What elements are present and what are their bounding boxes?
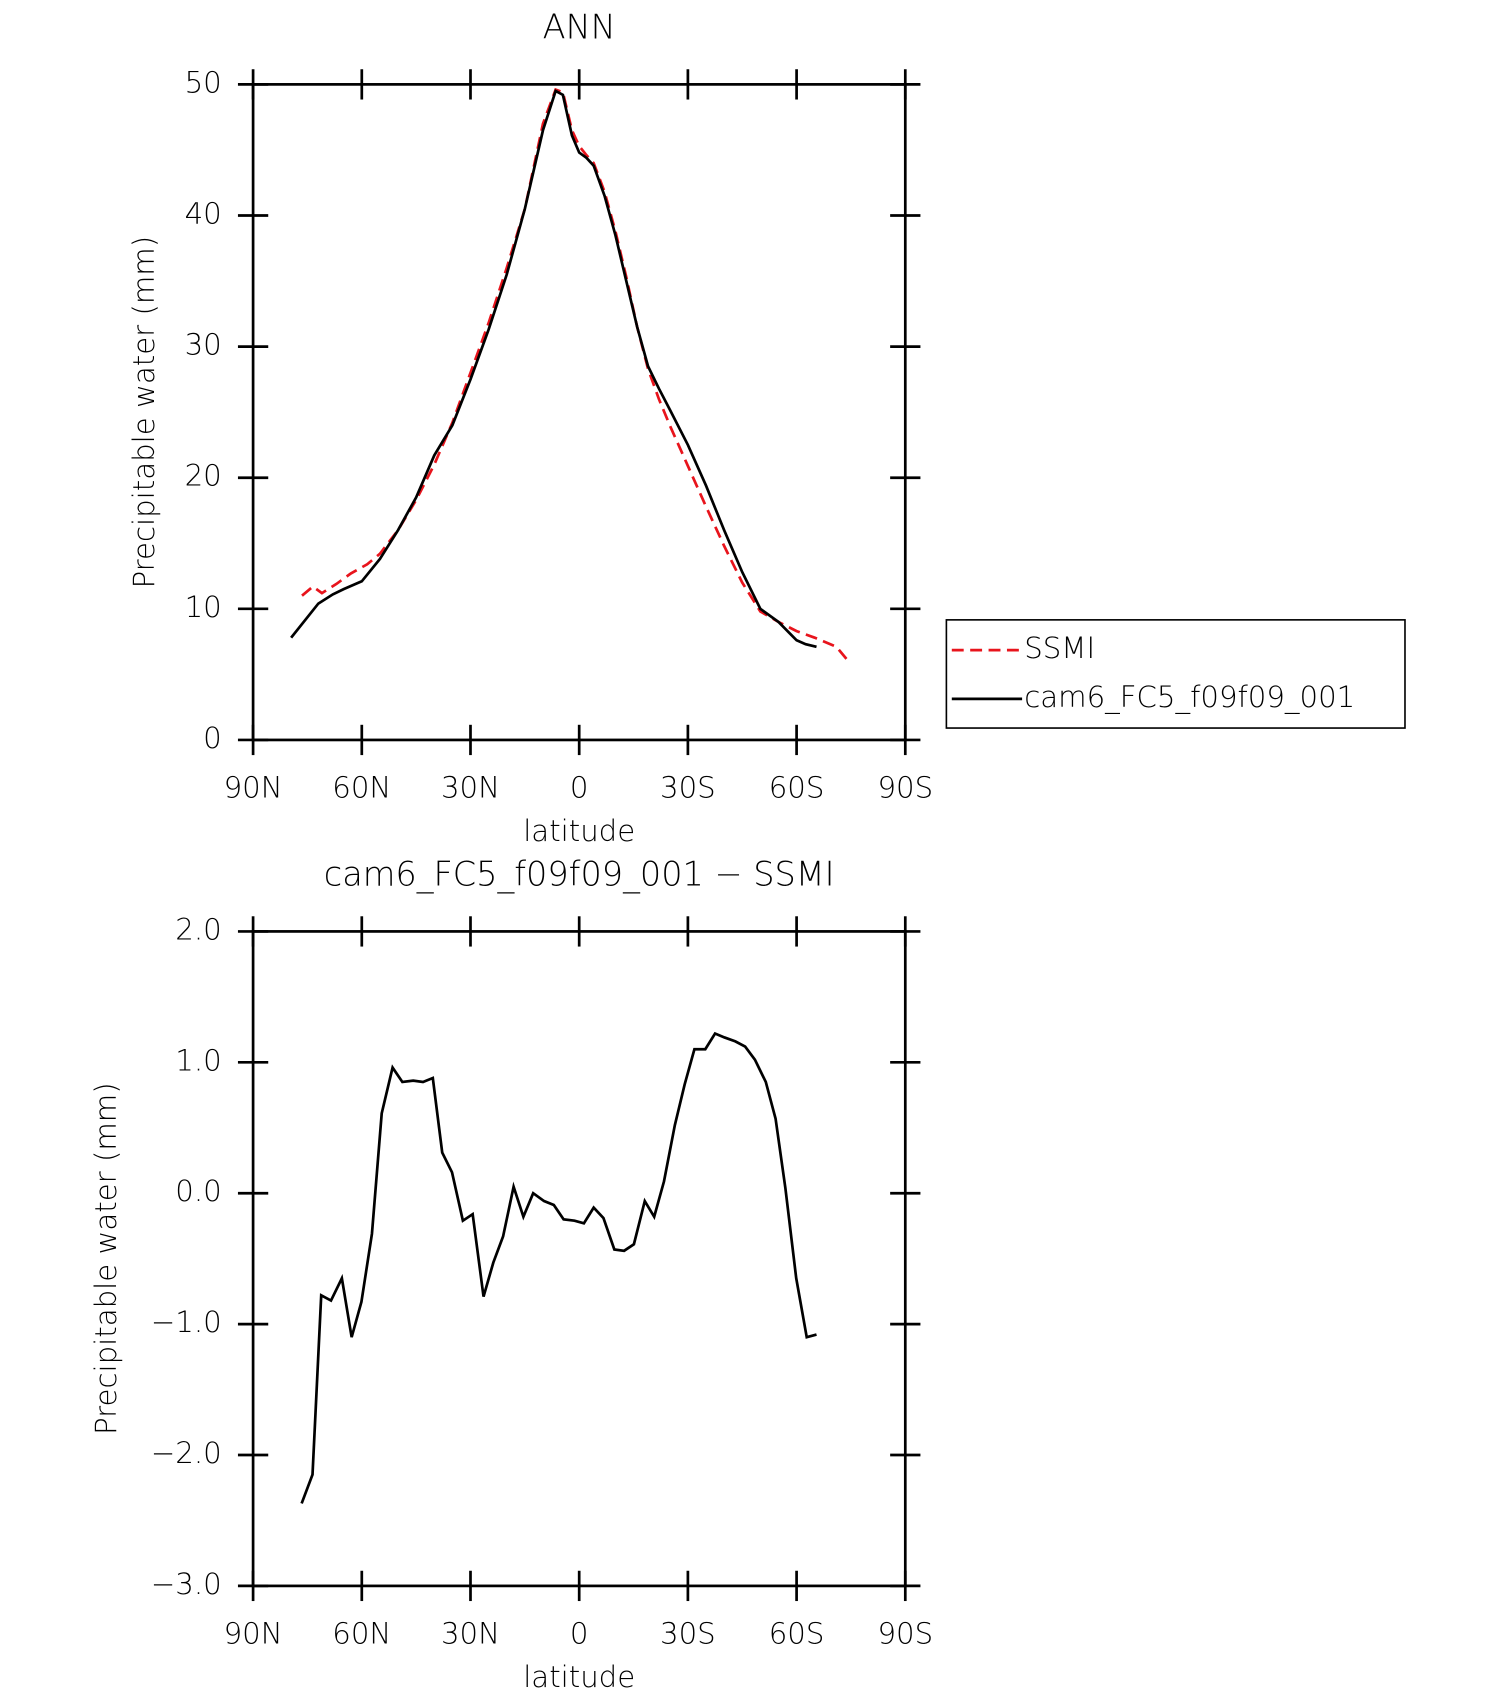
x-tick-label: 90S [877, 771, 933, 805]
x-tick-label: 90N [224, 1617, 283, 1651]
x-tick-label: 60S [769, 1617, 825, 1651]
x-tick-label: 90N [224, 771, 283, 805]
legend-box [945, 619, 1406, 729]
x-tick-label: 0 [570, 1617, 589, 1651]
x-tick-label: 0 [570, 771, 589, 805]
plot-frame [251, 930, 907, 1588]
chart-title: cam6_FC5_f09f09_001 − SSMI [324, 855, 835, 895]
y-tick-label: −1.0 [151, 1305, 222, 1339]
y-axis-label: Precipitable water (mm) [127, 236, 161, 589]
y-tick-label: 2.0 [175, 912, 221, 946]
y-tick-label: 10 [185, 590, 222, 624]
y-tick-label: 50 [185, 65, 222, 99]
chart-title: ANN [543, 8, 616, 47]
x-tick-label: 60N [332, 1617, 391, 1651]
legend-label: SSMI [1024, 631, 1095, 665]
x-tick-label: 30N [441, 1617, 500, 1651]
x-axis-label: latitude [523, 814, 635, 848]
x-tick-label: 30S [660, 1617, 716, 1651]
x-tick-label: 30S [660, 771, 716, 805]
data-line [290, 88, 817, 649]
x-tick-label: 90S [877, 1617, 933, 1651]
x-tick-label: 60N [332, 771, 391, 805]
y-tick-label: 40 [185, 196, 222, 230]
legend-label: cam6_FC5_f09f09_001 [1024, 680, 1355, 715]
y-tick-label: −2.0 [151, 1436, 222, 1470]
data-line [300, 1031, 817, 1504]
y-tick-label: 0 [203, 721, 222, 755]
y-tick-label: 1.0 [175, 1043, 221, 1077]
x-tick-label: 60S [769, 771, 825, 805]
y-tick-label: 20 [185, 459, 222, 493]
data-line [301, 87, 849, 661]
y-tick-label: 30 [185, 328, 222, 362]
x-axis-label: latitude [523, 1660, 635, 1693]
y-axis-label: Precipitable water (mm) [89, 1082, 123, 1435]
plot-frame [251, 83, 907, 742]
x-tick-label: 30N [441, 771, 500, 805]
y-tick-label: −3.0 [151, 1567, 222, 1601]
y-tick-label: 0.0 [175, 1174, 221, 1208]
